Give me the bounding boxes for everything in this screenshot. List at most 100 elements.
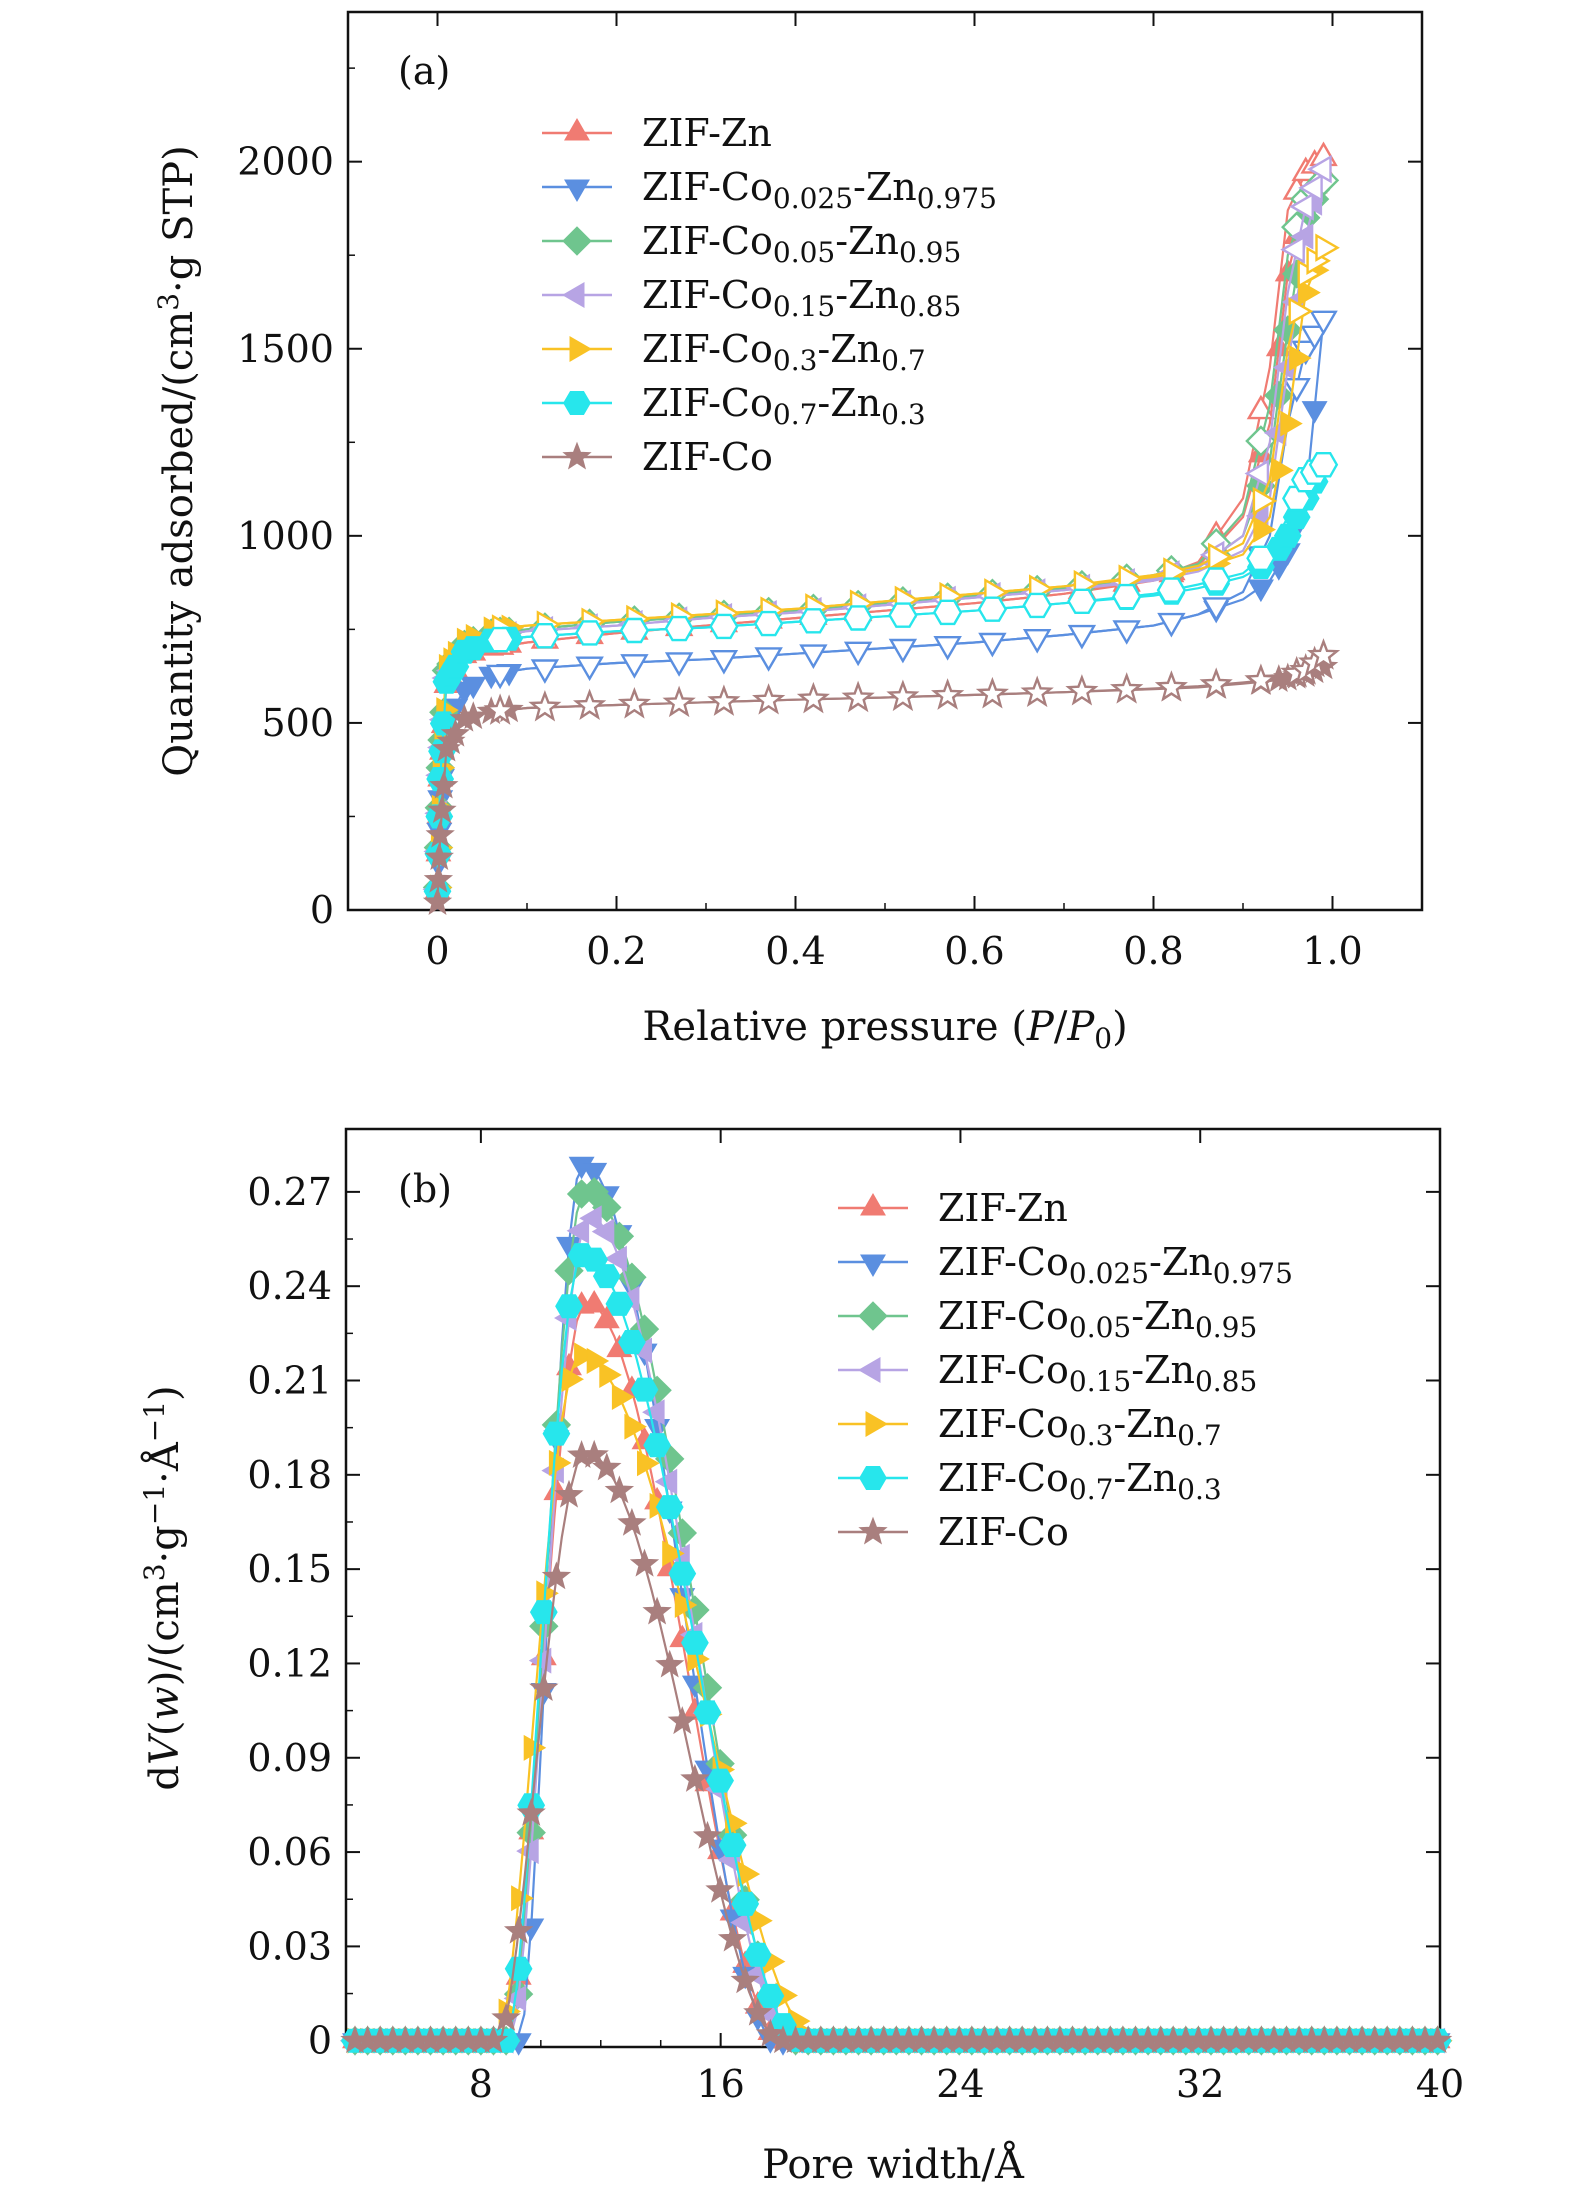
desorption-point (753, 610, 784, 637)
adsorption-line (436, 665, 1324, 903)
distribution-line (352, 1216, 1439, 2042)
x-tick-label-b: 24 (936, 2062, 984, 2106)
distribution-point (731, 1891, 760, 1916)
adsorption-point (460, 676, 487, 700)
legend-a-entry-6: ZIF-Co (542, 435, 773, 479)
desorption-point (1112, 620, 1141, 645)
legend-label: ZIF-Co0.15-Zn0.85 (642, 273, 961, 323)
legend-marker (858, 1301, 888, 1331)
legend-label: ZIF-Co0.7-Zn0.3 (642, 381, 926, 431)
desorption-point (707, 684, 741, 716)
legend-a-entry-0: ZIF-Zn (542, 111, 772, 155)
distribution-line (352, 1452, 1439, 2042)
panel-label-a: (a) (398, 49, 450, 93)
x-tick-label-a: 0.2 (586, 929, 646, 973)
legend-marker (865, 1411, 889, 1437)
x-tick-label-a: 0 (425, 929, 449, 973)
distribution-point (503, 1915, 534, 1944)
distribution-point (529, 1673, 559, 1701)
distribution-point (743, 1942, 772, 1967)
desorption-point (530, 659, 560, 684)
desorption-point (1298, 173, 1323, 203)
distribution-point (655, 1495, 684, 1520)
desorption-point (799, 644, 828, 670)
legend-marker (563, 391, 591, 415)
legend-marker (564, 179, 590, 203)
x-axis-label-a: Relative pressure (P/P0) (642, 1004, 1127, 1055)
y-tick-label-b: 0.27 (247, 1170, 332, 1214)
distribution-point (680, 1763, 710, 1792)
legend-label: ZIF-Co0.3-Zn0.7 (642, 327, 926, 377)
desorption-point (620, 654, 649, 679)
desorption-point (886, 679, 920, 712)
distribution-point (579, 1439, 609, 1468)
desorption-line (491, 168, 1325, 638)
desorption-point (752, 683, 786, 715)
desorption-point (1022, 629, 1052, 654)
desorption-point (1244, 459, 1270, 488)
x-tick-label-b: 40 (1416, 2062, 1464, 2106)
series-a-3 (422, 154, 1332, 903)
adsorption-point (1253, 516, 1276, 543)
panel-label-b: (b) (398, 1167, 452, 1211)
desorption-point (978, 632, 1007, 658)
desorption-point (530, 623, 560, 649)
legend-label: ZIF-Co0.05-Zn0.95 (938, 1294, 1257, 1344)
series-b-3 (339, 1205, 1446, 2054)
legend-label: ZIF-Co0.7-Zn0.3 (938, 1456, 1222, 1506)
distribution-point (566, 1217, 590, 1244)
y-tick-label-b: 0.03 (247, 1924, 332, 1968)
legend-label: ZIF-Zn (938, 1186, 1068, 1230)
distribution-point (662, 1540, 685, 1567)
distribution-point (586, 1347, 610, 1374)
series-b-6 (340, 1439, 1453, 2054)
legend-label: ZIF-Co0.025-Zn0.975 (642, 165, 997, 215)
distribution-point (581, 1290, 608, 1313)
desorption-point (709, 650, 739, 675)
distribution-point (743, 1997, 773, 2026)
desorption-point (528, 690, 562, 722)
legend-b-entry-3: ZIF-Co0.15-Zn0.85 (838, 1348, 1257, 1398)
distribution-point (604, 1475, 635, 1504)
distribution-point (1422, 2025, 1453, 2054)
desorption-point (1244, 663, 1278, 695)
distribution-point (755, 2018, 786, 2047)
desorption-point (1154, 670, 1188, 702)
x-tick-label-a: 0.6 (944, 929, 1004, 973)
y-tick-label-b: 0.18 (247, 1453, 332, 1497)
desorption-point (1067, 624, 1097, 650)
distribution-point (605, 1291, 634, 1316)
legend-marker (561, 282, 585, 308)
distribution-line (352, 1253, 1439, 2042)
distribution-point (693, 1700, 722, 1725)
desorption-point (709, 613, 739, 640)
desorption-point (1246, 545, 1276, 571)
desorption-point (843, 605, 873, 631)
distribution-point (574, 1342, 597, 1369)
legend-a: ZIF-Zn ZIF-Co0.025-Zn0.975ZIF-Co0.05-Zn0.… (542, 111, 997, 479)
legend-marker (562, 226, 592, 256)
legend-b-entry-0: ZIF-Zn (838, 1186, 1068, 1230)
legend-a-entry-4: ZIF-Co0.3-Zn0.7 (542, 327, 926, 377)
y-axis-label-a: Quantity adsorbed/(cm3·g STP) (152, 145, 202, 776)
legend-b-entry-2: ZIF-Co0.05-Zn0.95 (838, 1294, 1257, 1344)
desorption-point (485, 664, 515, 690)
distribution-point (667, 1706, 697, 1735)
series-a-4 (430, 233, 1340, 901)
distribution-point (536, 1580, 559, 1607)
series-b-5 (341, 1243, 1452, 2053)
distribution-point (750, 1907, 773, 1934)
desorption-point (843, 641, 873, 667)
legend-marker (860, 1254, 886, 1278)
legend-label: ZIF-Co0.15-Zn0.85 (938, 1348, 1257, 1398)
distribution-point (611, 1384, 635, 1410)
legend-marker (858, 1516, 888, 1545)
distribution-point (706, 1768, 734, 1793)
legend-label: ZIF-Co (642, 435, 773, 479)
panel-a: 0 0.2 0.4 0.6 0.8 1.0 0 500 1000 1500 2000 (a) Rel… (152, 10, 1424, 1055)
distribution-point (629, 1548, 660, 1577)
y-tick-label-a: 2000 (237, 140, 334, 184)
y-tick-label-a: 1500 (237, 327, 334, 371)
desorption-point (1282, 378, 1311, 403)
y-tick-label-b: 0.06 (247, 1830, 332, 1874)
